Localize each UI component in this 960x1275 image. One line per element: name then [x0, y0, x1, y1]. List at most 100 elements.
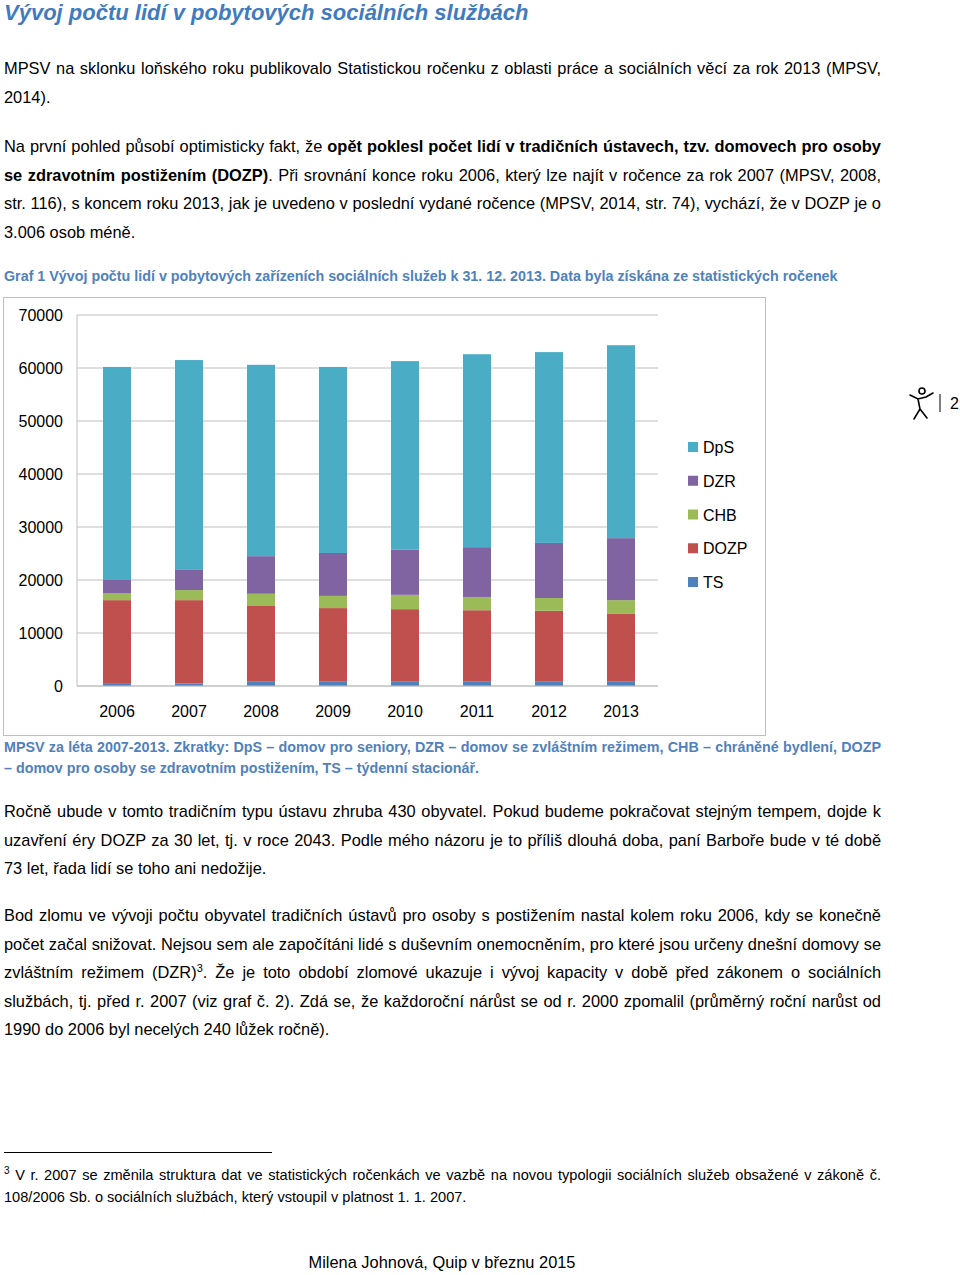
bar-segment [535, 352, 563, 543]
legend-label: CHB [703, 507, 737, 524]
icon-head [919, 388, 925, 394]
bar-segment [535, 611, 563, 682]
bar-segment [535, 543, 563, 598]
grid-line [77, 633, 658, 634]
x-tick-label: 2009 [315, 703, 351, 720]
page-number-area: 2 [900, 385, 960, 425]
y-tick-label: 0 [54, 678, 63, 695]
legend-label: TS [703, 574, 723, 591]
bar-segment [463, 610, 491, 682]
legend-label: DZR [703, 473, 736, 490]
bar-segment [535, 682, 563, 686]
bar-segment [175, 570, 203, 590]
person-icon [910, 388, 933, 419]
bar-segment [463, 354, 491, 547]
x-tick-label: 2013 [603, 703, 639, 720]
y-axis-line [77, 315, 78, 686]
bar-segment [463, 547, 491, 597]
chart-frame [4, 298, 766, 736]
bar-segment [607, 538, 635, 600]
bar-segment [391, 550, 419, 595]
bar-segment [607, 345, 635, 538]
y-axis: 0 10000 20000 30000 40000 50000 60000 70000 [19, 307, 659, 695]
legend-swatch [688, 510, 698, 520]
grid-line [77, 474, 658, 475]
legend-swatch [688, 476, 698, 486]
x-tick-label: 2012 [531, 703, 567, 720]
bar-segment [607, 682, 635, 686]
x-tick-label: 2011 [460, 703, 495, 720]
bar-segment [247, 594, 275, 606]
grid-line [77, 315, 658, 316]
grid-line [77, 421, 658, 422]
text-run: MPSV na sklonku loňského roku publikoval… [4, 59, 881, 106]
bar-segment [175, 360, 203, 570]
x-tick-label: 2008 [243, 703, 279, 720]
text-run: V r. 2007 se změnila struktura dat ve st… [4, 1167, 881, 1205]
figure-caption: Graf 1 Vývoj počtu lidí v pobytových zař… [4, 265, 904, 287]
y-tick-label: 70000 [19, 307, 64, 324]
bar-segment [247, 606, 275, 682]
bar-segment [391, 361, 419, 550]
bar-segment [607, 600, 635, 614]
y-tick-label: 50000 [19, 413, 64, 430]
grid-line [77, 368, 658, 369]
legend: DpS DZR CHB DOZP TS [688, 439, 747, 591]
paragraph: Ročně ubude v tomto tradičním typu ústav… [4, 797, 881, 883]
bar-segment [247, 682, 275, 686]
grid-line [77, 686, 658, 687]
page-separator [940, 394, 941, 412]
x-tick-label: 2010 [387, 703, 423, 720]
bar-segment [391, 595, 419, 609]
x-tick-label: 2006 [99, 703, 135, 720]
bar-segment [175, 590, 203, 600]
legend-swatch [688, 543, 698, 553]
y-tick-label: 30000 [19, 519, 64, 536]
text-run: Na první pohled působí optimisticky fakt… [4, 137, 327, 155]
bars [103, 345, 635, 686]
paragraph: Bod zlomu ve vývoji počtu obyvatel tradi… [4, 901, 881, 1044]
bar-segment [319, 553, 347, 596]
bar-segment [607, 614, 635, 682]
superscript: 3 [4, 1165, 10, 1176]
page-number: 2 [950, 395, 959, 412]
bar-segment [319, 682, 347, 686]
bar-segment [103, 593, 131, 600]
grid-line [77, 580, 658, 581]
bar-segment [319, 367, 347, 553]
y-tick-label: 60000 [19, 360, 64, 377]
x-tick-label: 2007 [171, 703, 207, 720]
icon-body [910, 393, 933, 419]
bar-segment [391, 682, 419, 686]
bar-segment [463, 597, 491, 610]
bar-segment [103, 367, 131, 580]
figure-caption: MPSV za léta 2007-2013. Zkratky: DpS – d… [4, 737, 881, 779]
y-tick-label: 20000 [19, 572, 64, 589]
bar-segment [319, 596, 347, 608]
bar-segment [247, 365, 275, 556]
bar-segment [319, 608, 347, 682]
bar-segment [463, 682, 491, 686]
heading: Vývoj počtu lidí v pobytových sociálních… [4, 0, 904, 26]
legend-label: DOZP [703, 540, 747, 557]
y-tick-label: 10000 [19, 625, 64, 642]
superscript: 3 [197, 962, 203, 974]
chart: 0 10000 20000 30000 40000 50000 60000 70000 2006… [0, 0, 960, 760]
bar-segment [247, 556, 275, 594]
legend-swatch [688, 442, 698, 452]
grid-line [77, 527, 658, 528]
text-run: Ročně ubude v tomto tradičním typu ústav… [4, 802, 881, 877]
footnote-rule [4, 1152, 272, 1153]
bar-segment [103, 580, 131, 593]
x-axis-line [77, 686, 658, 687]
bar-segment [535, 598, 563, 611]
paragraph: Na první pohled působí optimisticky fakt… [4, 132, 881, 246]
footnote: 3 V r. 2007 se změnila struktura dat ve … [4, 1164, 881, 1208]
bar-segment [103, 600, 131, 684]
footer: Milena Johnová, Quip v březnu 2015 [0, 1250, 884, 1274]
legend-label: DpS [703, 439, 734, 456]
paragraph: MPSV na sklonku loňského roku publikoval… [4, 54, 881, 111]
legend-swatch [688, 577, 698, 587]
bar-segment [391, 609, 419, 682]
y-tick-label: 40000 [19, 466, 64, 483]
